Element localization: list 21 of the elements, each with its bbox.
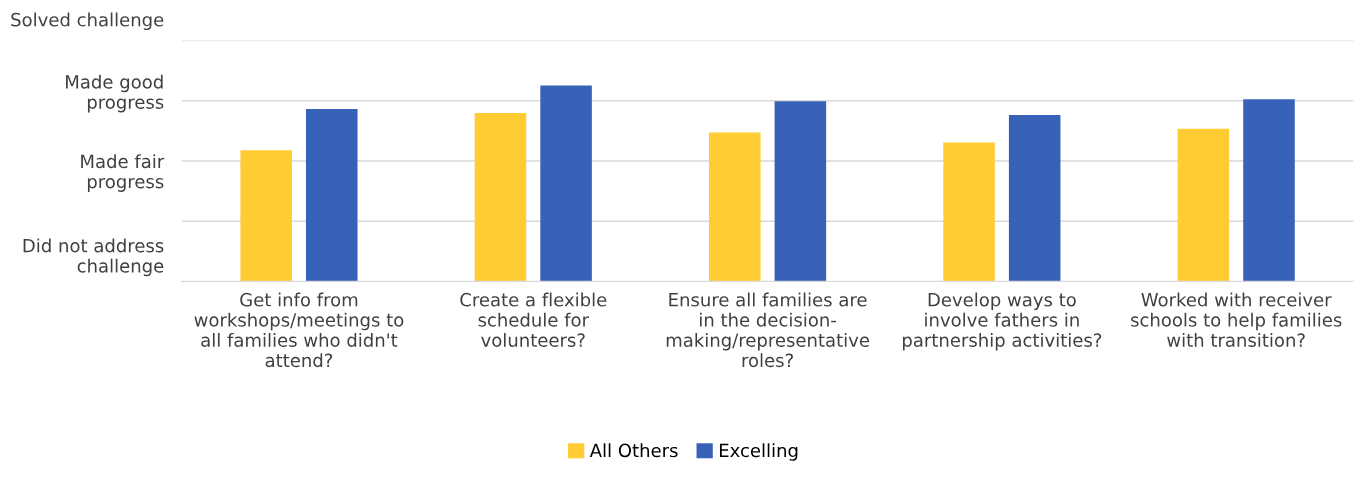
bar	[943, 142, 995, 282]
bar	[240, 150, 292, 282]
bar	[1008, 114, 1061, 282]
legend-label: All Others	[589, 443, 678, 458]
x-tick-label: Get info from workshops/meetings to all families who didn't attend?	[194, 292, 404, 368]
x-tick-label: Worked with receiver schools to help families with transition?	[1131, 292, 1342, 347]
text: Made good progress	[66, 74, 164, 113]
bar	[774, 101, 827, 282]
text: Made fair progress	[81, 154, 165, 192]
bar	[1243, 99, 1295, 282]
bar	[540, 85, 592, 282]
legend-label: Excelling	[719, 443, 798, 461]
bar	[305, 109, 358, 282]
bar	[1177, 128, 1230, 282]
x-tick-label: Develop ways to involve fathers in partnership activities?	[902, 292, 1102, 351]
bar	[474, 113, 527, 282]
bar	[708, 132, 761, 282]
x-tick-label: Ensure all families are in the decision- making/representative roles?	[666, 292, 870, 368]
text: Solved challenge	[11, 12, 164, 31]
text: Did not address challenge	[23, 238, 164, 277]
x-tick-label: Create a flexible schedule for volunteers?	[460, 292, 607, 347]
